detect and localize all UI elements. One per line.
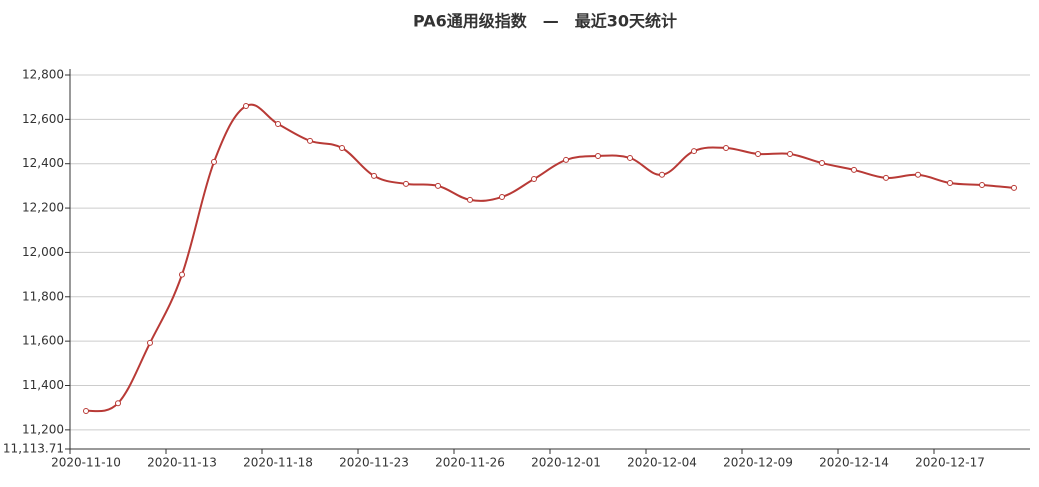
point [1011, 184, 1017, 191]
x-tick-label: 2020-11-26 [435, 456, 505, 470]
point [115, 400, 121, 407]
point [563, 156, 569, 163]
point [915, 171, 921, 178]
point [179, 271, 185, 278]
point [883, 174, 889, 181]
x-tick-label: 2020-11-23 [339, 456, 409, 470]
y-tick-label: 11,800 [22, 289, 64, 303]
point [979, 181, 985, 188]
point [691, 148, 697, 155]
y-tick-label: 11,600 [22, 334, 64, 348]
line [85, 103, 1015, 413]
point [723, 144, 729, 151]
point [787, 150, 793, 157]
x-tick-label: 2020-12-04 [627, 456, 697, 470]
point [499, 193, 505, 200]
y-tick-label: 12,400 [22, 156, 64, 170]
point [83, 408, 89, 415]
point [275, 121, 281, 128]
y-tick-label: 12,600 [22, 112, 64, 126]
y-tick-label: 11,400 [22, 378, 64, 392]
point [403, 180, 409, 187]
point [755, 150, 761, 157]
point [467, 196, 473, 203]
point [659, 171, 665, 178]
x-tick-label: 2020-12-17 [915, 456, 985, 470]
x-tick-label: 2020-12-14 [819, 456, 889, 470]
point [435, 182, 441, 189]
y-tick-label: 11,113.71 [3, 442, 64, 456]
chart-title: PA6通用级指数 — 最近30天统计 [413, 12, 677, 31]
y-tick-label: 12,800 [22, 67, 64, 81]
y-tick-label: 12,200 [22, 201, 64, 215]
x-tick-label: 2020-12-09 [723, 456, 793, 470]
point [819, 160, 825, 167]
point [531, 176, 537, 183]
x-tick-label: 2020-11-18 [243, 456, 313, 470]
x-tick-label: 2020-11-13 [147, 456, 217, 470]
point [211, 158, 217, 165]
point [371, 172, 377, 179]
point [595, 152, 601, 159]
point [147, 339, 153, 346]
point [627, 154, 633, 161]
y-tick-label: 12,000 [22, 245, 64, 259]
y-tick-label: 11,200 [22, 422, 64, 436]
x-tick-label: 2020-12-01 [531, 456, 601, 470]
x-tick-label: 2020-11-10 [51, 456, 121, 470]
point [947, 180, 953, 187]
point [243, 103, 249, 110]
point [339, 144, 345, 151]
point [307, 137, 313, 144]
point [851, 166, 857, 173]
